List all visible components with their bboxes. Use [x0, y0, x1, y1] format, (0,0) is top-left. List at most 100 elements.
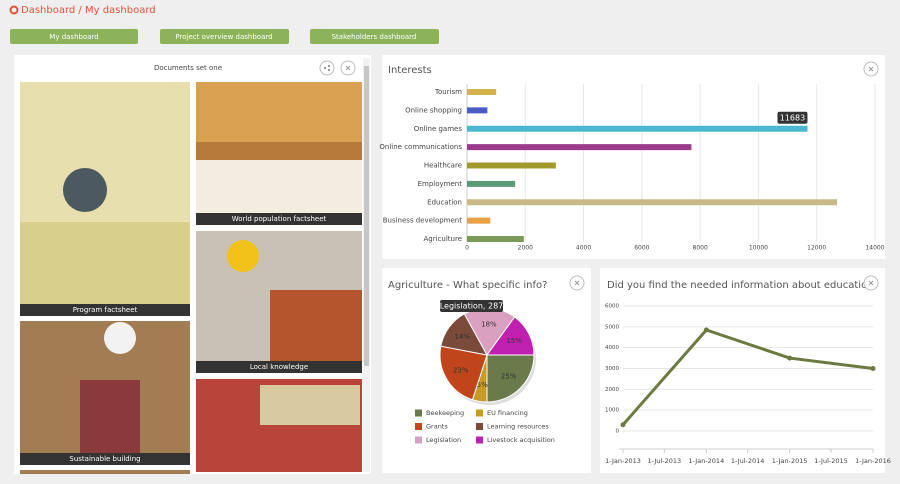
legend-label: Grants [426, 423, 448, 431]
legend-swatch [415, 436, 422, 444]
line [621, 328, 874, 426]
x-tick-label: 1-Jan-2013 [605, 457, 641, 465]
x-tick-label: 1-Jul-2013 [648, 457, 682, 465]
bar [467, 217, 491, 224]
x-tick-label: 1-Jan-2016 [855, 457, 891, 465]
panel-title: Documents set one [154, 64, 222, 72]
slice-label: 5% [477, 381, 488, 389]
pie-slice [439, 345, 488, 401]
chart-title: Agriculture - What specific info? [388, 280, 547, 291]
x-tick-label: 6000 [634, 245, 649, 252]
y-tick-label: 4000 [605, 345, 619, 351]
button-label[interactable]: Stakeholders dashboard [332, 33, 417, 41]
legend-label: Livestock acquisition [487, 436, 555, 444]
share-button[interactable] [319, 60, 335, 76]
button[interactable] [160, 29, 289, 44]
legend-label: Legislation [426, 436, 461, 444]
chart-title: Interests [388, 65, 432, 76]
x-tick-label: 12000 [807, 245, 826, 252]
breadcrumb[interactable]: Dashboard / My dashboard [21, 5, 156, 16]
gear-icon [9, 5, 19, 15]
point [870, 366, 876, 371]
y-tick-label: Online shopping [405, 106, 462, 114]
x-tick-label: 1-Jul-2014 [731, 457, 765, 465]
x-tick-label: 1-Jul-2015 [814, 457, 848, 465]
charts: 0 2000 4000 6000 8000 10000 12000 14000 Tourism O… [379, 84, 891, 465]
y-tick-label: Education [427, 198, 462, 206]
legend-swatch [476, 423, 483, 430]
x-tick-label: 1-Jan-2015 [772, 457, 808, 465]
bar [467, 199, 838, 206]
share-icon [323, 66, 327, 70]
tile-image-part [63, 168, 107, 212]
x-tick-label: 1-Jan-2014 [688, 457, 724, 465]
tooltip [440, 300, 503, 312]
tooltip-text: 11683 [780, 113, 805, 122]
y-tick-label: 0 [616, 429, 620, 435]
pie-slice [486, 316, 535, 356]
tile-image[interactable] [20, 470, 190, 474]
slice-label: 23% [453, 367, 469, 375]
y-tick-label: 5000 [605, 324, 619, 330]
chart-panel [600, 268, 885, 473]
tile-image-part [227, 240, 259, 272]
bar [467, 236, 524, 242]
slice-label: 18% [481, 321, 497, 329]
tile-caption-bar [20, 453, 190, 465]
y-tick-label: Online communications [379, 143, 462, 151]
x-tick-label: 10000 [749, 245, 768, 252]
button[interactable] [10, 29, 138, 44]
point [787, 355, 793, 361]
chart-panel [382, 55, 885, 259]
tile-image-part [80, 380, 140, 453]
legend-swatch [476, 409, 483, 417]
bar [467, 144, 692, 151]
button[interactable] [310, 29, 439, 44]
point [703, 327, 709, 333]
x-tick-label: 4000 [576, 245, 591, 252]
y-tick-label: 1000 [605, 408, 619, 414]
button-label[interactable]: Project overview dashboard [175, 33, 272, 41]
tile-caption: World population factsheet [232, 215, 327, 223]
y-tick-label: Tourism [434, 88, 462, 96]
scroll-thumb[interactable] [364, 66, 369, 366]
chart-title: Did you find the needed information abou… [607, 280, 879, 291]
tooltip [777, 111, 808, 124]
bar [467, 162, 556, 169]
x-tick-label: 14000 [865, 245, 884, 252]
bar [467, 89, 497, 95]
tile-image-part [196, 160, 362, 213]
x-tick-label: 8000 [693, 245, 708, 252]
tile-image-part [260, 385, 360, 425]
tile-image-part [104, 322, 136, 354]
legend-label: Learning resources [487, 423, 549, 431]
point [620, 422, 626, 428]
pie-slice [486, 354, 535, 403]
tile-image-part [196, 82, 362, 142]
bar [467, 180, 516, 187]
tile-image-part [20, 222, 190, 304]
tooltip-text: Legislation, 287 [440, 302, 504, 311]
button-label[interactable]: My dashboard [49, 33, 98, 41]
tile-caption-bar [20, 304, 190, 316]
legend-swatch [476, 436, 483, 444]
bar [467, 107, 488, 114]
legend-label: EU financing [487, 409, 528, 417]
y-tick-label: 2000 [605, 387, 619, 393]
tile-caption: Local knowledge [250, 363, 308, 371]
legend-swatch [415, 423, 422, 430]
slice-label: 25% [501, 373, 517, 381]
y-tick-label: Employment [418, 180, 463, 188]
y-tick-label: Agriculture [424, 235, 463, 243]
tile-caption: Sustainable building [69, 455, 140, 463]
slice-label: 14% [455, 333, 471, 341]
x-tick-label: 2000 [518, 245, 533, 252]
y-tick-label: 6000 [605, 304, 619, 310]
y-tick-label: Online games [414, 125, 463, 133]
tile-image-part [270, 290, 362, 361]
y-tick-label: 3000 [605, 366, 619, 372]
bar [467, 125, 808, 132]
slice-label: 15% [506, 337, 522, 345]
y-tick-label: Business development [383, 217, 463, 225]
